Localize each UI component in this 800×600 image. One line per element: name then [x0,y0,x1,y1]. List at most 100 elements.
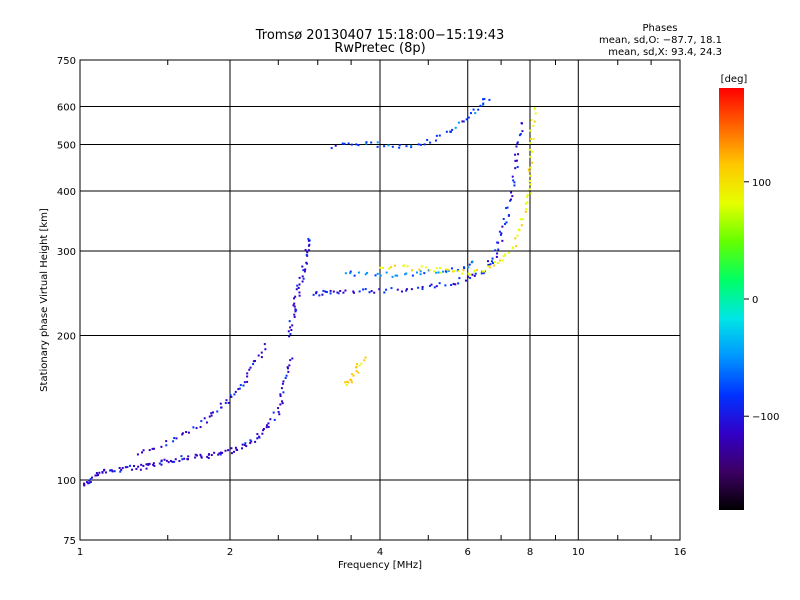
data-point [87,482,90,485]
data-point [294,308,297,311]
data-point [530,119,533,122]
data-point [502,217,505,220]
data-point [279,393,282,396]
data-point [505,221,508,224]
data-point [303,270,306,273]
y-tick-label: 750 [57,56,76,67]
data-point [363,359,366,362]
data-point [113,470,116,473]
data-point [96,474,99,477]
data-point [329,292,332,295]
data-point [347,381,350,384]
data-point [282,391,285,394]
data-point [217,453,220,456]
data-point [293,315,296,318]
data-point [192,426,195,429]
data-point [529,183,532,186]
data-point [233,393,236,396]
data-point [505,207,508,210]
data-point [260,356,263,359]
data-point [357,144,360,147]
data-point [137,465,140,468]
data-point [140,463,143,466]
data-point [435,134,438,137]
data-point [238,387,241,390]
data-point [135,467,138,470]
data-point [186,458,189,461]
data-point [265,426,268,429]
data-point [418,268,421,271]
data-point [293,313,296,316]
data-point [358,290,361,293]
data-point [301,280,304,283]
data-point [468,273,471,276]
data-point [453,270,456,273]
data-point [98,471,101,474]
data-point [501,259,504,262]
data-point [501,239,504,242]
data-point [461,120,464,123]
data-point [396,274,399,277]
data-point [405,289,408,292]
data-point [513,181,516,184]
data-point [530,192,533,195]
data-point [229,394,232,397]
data-point [295,309,298,312]
data-point [364,273,367,276]
data-point [296,284,299,287]
data-point [171,460,174,463]
data-point [400,290,403,293]
data-point [502,255,505,258]
data-point [175,437,178,440]
data-point [376,272,379,275]
data-point [521,130,524,133]
data-point [349,270,352,273]
data-point [225,399,228,402]
data-point [495,255,498,258]
data-point [302,269,305,272]
data-point [435,267,438,270]
data-point [511,246,514,249]
data-point [496,252,499,255]
data-point [128,464,131,467]
data-point [464,279,467,282]
data-point [142,464,145,467]
data-point [368,291,371,294]
data-point [529,155,532,158]
data-point [410,288,413,291]
data-point [286,367,289,370]
data-point [529,174,532,177]
data-point [479,104,482,107]
data-point [298,276,301,279]
data-point [428,268,431,271]
data-point [520,122,523,125]
data-point [393,264,396,267]
data-point [462,269,465,272]
data-point [206,455,209,458]
data-point [293,302,296,305]
data-point [305,261,308,264]
data-points [83,98,537,487]
data-point [279,395,282,398]
data-point [388,267,391,270]
data-point [293,305,296,308]
data-point [525,208,528,211]
data-point [89,478,92,481]
data-point [289,359,292,362]
data-point [435,285,438,288]
colorbar-ticks: 100 0 −100 [744,178,779,423]
data-point [426,138,429,141]
data-point [383,291,386,294]
data-point [391,145,394,148]
chart-title: Tromsø 20130407 15:18:00−15:19:43 [255,28,505,43]
data-point [394,274,397,277]
data-point [277,407,280,410]
data-point [273,418,276,421]
data-point [481,98,484,101]
data-point [181,433,184,436]
data-point [526,201,529,204]
data-point [252,363,255,366]
data-point [232,450,235,453]
data-point [91,476,94,479]
